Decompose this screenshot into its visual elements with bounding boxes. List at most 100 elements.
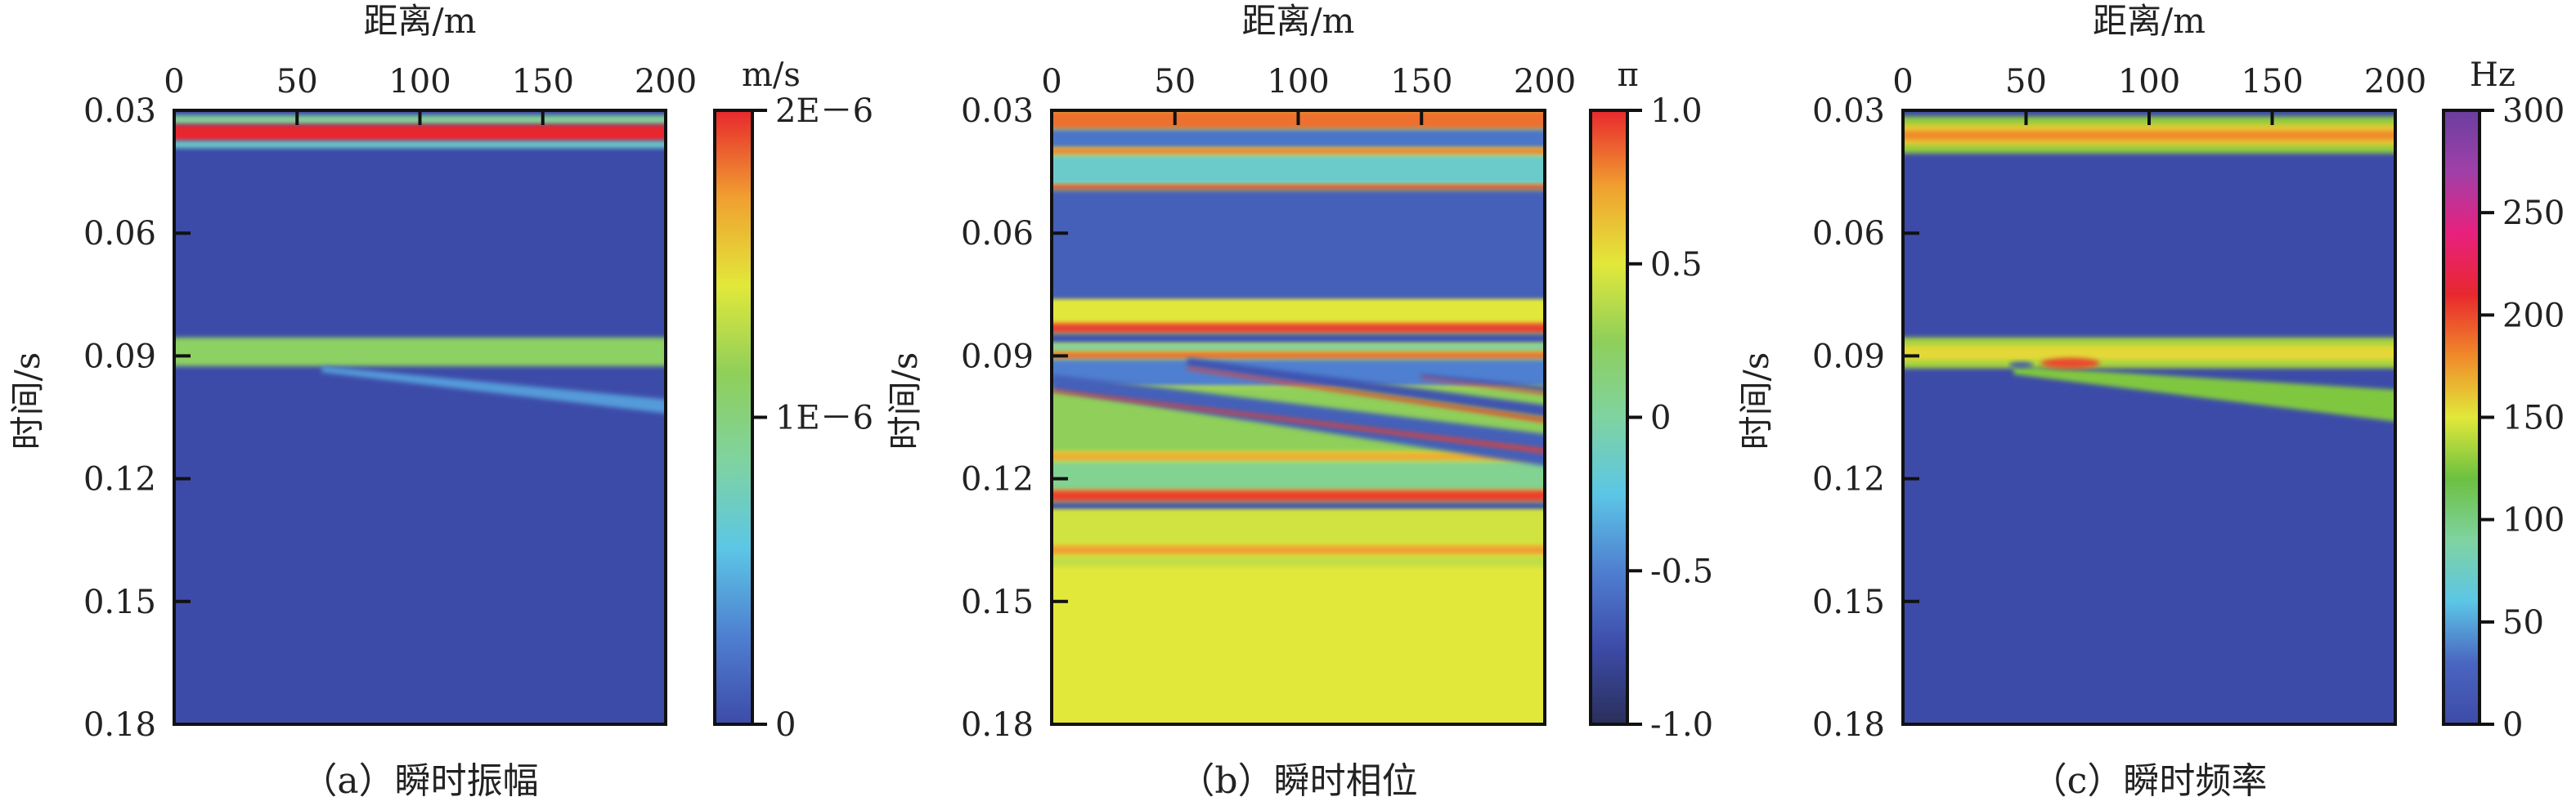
colorbar-tick-label: -1.0 xyxy=(1650,706,1713,744)
heatmap-slant-event xyxy=(321,365,666,414)
heatmap-band xyxy=(1052,510,1545,546)
panel-caption: （b）瞬时相位 xyxy=(1178,760,1417,802)
heatmap-band xyxy=(1052,148,1545,156)
heatmap-band xyxy=(1052,502,1545,511)
heatmap-band xyxy=(1052,129,1545,149)
x-tick-label: 100 xyxy=(388,63,451,101)
heatmap-slant-event xyxy=(1187,357,1545,418)
colorbar-tick-label: 100 xyxy=(2502,502,2565,540)
y-tick-label: 0.09 xyxy=(83,338,156,375)
heatmap-blob xyxy=(2008,361,2034,368)
x-tick-label: 150 xyxy=(512,63,574,101)
y-tick-label: 0.12 xyxy=(1812,461,1885,499)
y-tick-label: 0.15 xyxy=(83,584,156,621)
y-tick-label: 0.06 xyxy=(1812,215,1885,253)
colorbar-tick-label: 200 xyxy=(2502,297,2565,334)
heatmap-band xyxy=(1052,461,1545,490)
heatmap-band xyxy=(1903,131,2395,141)
heatmap-area xyxy=(1903,110,2395,724)
heatmap-band xyxy=(1052,343,1545,352)
heatmap-band xyxy=(174,337,666,366)
heatmap-slant-event xyxy=(1421,374,1545,392)
colorbar-tick-label: 0 xyxy=(2502,706,2523,744)
colorbar-tick-label: 0 xyxy=(775,706,796,744)
x-axis-title: 距离/m xyxy=(364,1,477,41)
y-tick-label: 0.15 xyxy=(961,584,1034,621)
y-axis-title: 时间/s xyxy=(7,352,47,450)
y-axis-title: 时间/s xyxy=(1736,352,1776,450)
colorbar-tick-label: 2E－6 xyxy=(775,92,873,130)
heatmap-band xyxy=(1903,345,2395,360)
colorbar-tick-label: -0.5 xyxy=(1650,553,1713,590)
colorbar xyxy=(1589,109,1629,726)
colorbar-tick-label: 300 xyxy=(2502,92,2565,130)
x-tick-label: 150 xyxy=(1390,63,1452,101)
x-tick-label: 50 xyxy=(276,63,318,101)
x-tick-label: 150 xyxy=(2241,63,2303,101)
y-tick-label: 0.09 xyxy=(961,338,1034,375)
x-tick-label: 100 xyxy=(2118,63,2180,101)
x-axis-title: 距离/m xyxy=(1242,1,1355,41)
heatmap-band xyxy=(1052,555,1545,567)
heatmap-band xyxy=(174,124,666,141)
y-tick-label: 0.06 xyxy=(961,215,1034,253)
y-tick-label: 0.09 xyxy=(1812,338,1885,375)
heatmap-band xyxy=(1052,300,1545,324)
heatmap-area xyxy=(174,110,666,724)
x-tick-label: 50 xyxy=(2005,63,2047,101)
heatmap-area xyxy=(1052,110,1545,724)
y-axis-title: 时间/s xyxy=(885,352,925,450)
x-tick-label: 0 xyxy=(1892,63,1913,101)
colorbar xyxy=(2442,109,2481,726)
colorbar-tick-label: 250 xyxy=(2502,195,2565,232)
heatmap-band xyxy=(1052,490,1545,503)
x-tick-label: 50 xyxy=(1154,63,1196,101)
y-tick-label: 0.03 xyxy=(961,92,1034,130)
y-tick-label: 0.03 xyxy=(83,92,156,130)
x-axis-title: 距离/m xyxy=(2093,1,2206,41)
y-tick-label: 0.12 xyxy=(83,461,156,499)
heatmap-slant-event xyxy=(1187,366,1545,423)
colorbar-unit: π xyxy=(1618,56,1639,94)
colorbar-tick-label: 0 xyxy=(1650,400,1671,437)
heatmap-band xyxy=(1052,323,1545,334)
heatmap-band xyxy=(1052,352,1545,360)
colorbar-unit: m/s xyxy=(742,56,801,94)
heatmap-background xyxy=(1903,110,2395,724)
heatmap-slant-event xyxy=(1421,377,1545,395)
heatmap-background xyxy=(174,110,666,724)
panel-a: 0 50 100 150 200 距离/m 0.03 0.06 0.09 0.12 0.15 0.18… xyxy=(7,1,873,802)
y-tick-label: 0.03 xyxy=(1812,92,1885,130)
heatmap-band xyxy=(174,141,666,149)
colorbar-unit: Hz xyxy=(2470,56,2515,94)
panel-caption: （a）瞬时振幅 xyxy=(301,760,538,802)
x-tick-label: 100 xyxy=(1267,63,1329,101)
y-tick-label: 0.18 xyxy=(1812,706,1885,744)
x-tick-label: 200 xyxy=(2364,63,2426,101)
heatmap-band xyxy=(1052,333,1545,344)
y-tick-label: 0.12 xyxy=(961,461,1034,499)
y-tick-label: 0.06 xyxy=(83,215,156,253)
heatmap-band xyxy=(1052,185,1545,190)
y-tick-label: 0.15 xyxy=(1812,584,1885,621)
heatmap-band xyxy=(1052,545,1545,556)
heatmap-slant-event xyxy=(1052,389,1545,454)
x-tick-label: 200 xyxy=(1514,63,1576,101)
colorbar-tick-label: 1.0 xyxy=(1650,92,1703,130)
heatmap-slant-event xyxy=(2013,365,2395,422)
x-tick-label: 0 xyxy=(1041,63,1061,101)
heatmap-band xyxy=(1052,190,1545,301)
panel-b: 0 50 100 150 200 距离/m 0.03 0.06 0.09 0.12 0.15 0.18… xyxy=(885,1,1713,802)
colorbar-tick-label: 1E－6 xyxy=(775,400,873,437)
panel-c: 0 50 100 150 200 距离/m 0.03 0.06 0.09 0.12 0.15 0.18… xyxy=(1736,1,2565,802)
panel-caption: （c）瞬时频率 xyxy=(2031,760,2268,802)
heatmap-band xyxy=(1052,452,1545,462)
y-tick-label: 0.18 xyxy=(961,706,1034,744)
x-tick-label: 200 xyxy=(635,63,697,101)
colorbar-tick-label: 0.5 xyxy=(1650,246,1703,284)
heatmap-band xyxy=(1052,155,1545,186)
y-tick-label: 0.18 xyxy=(83,706,156,744)
colorbar-tick-label: 150 xyxy=(2502,400,2565,437)
colorbar xyxy=(713,109,754,726)
